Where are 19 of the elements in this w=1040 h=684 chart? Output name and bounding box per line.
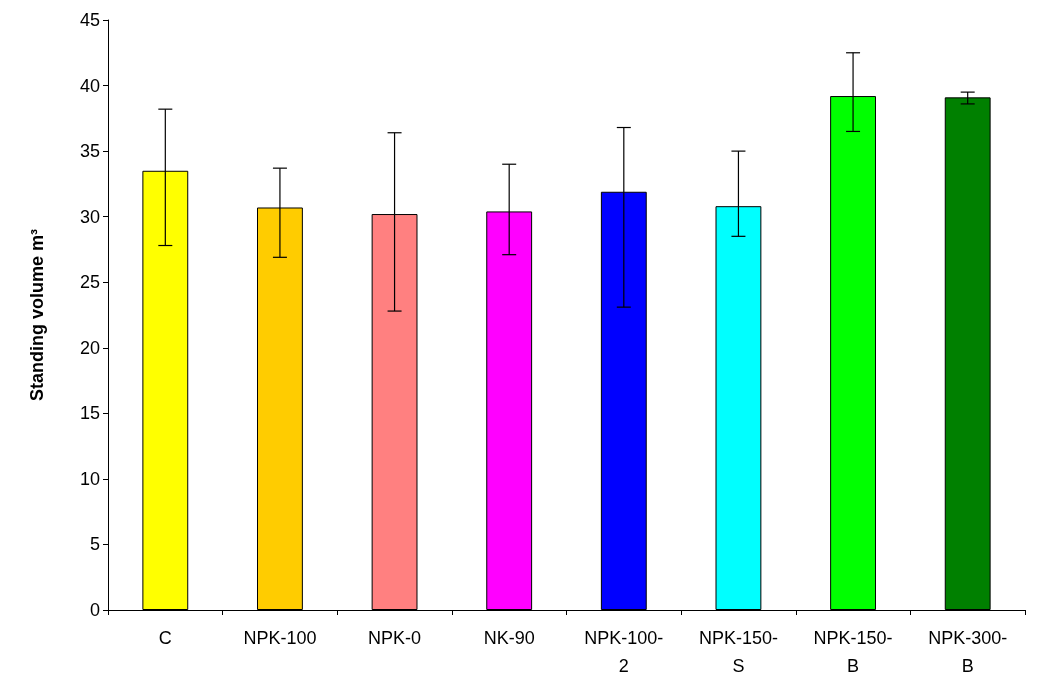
x-tick-label: C xyxy=(158,628,172,648)
y-tick-label: 0 xyxy=(89,600,100,620)
y-tick-label: 15 xyxy=(79,403,100,424)
x-tick-label: NPK-100-2 xyxy=(584,628,664,676)
x-tick-label: NPK-0 xyxy=(368,628,422,648)
y-axis-title: Standing volume m³ xyxy=(27,228,47,402)
x-tick-label: NPK-150-S xyxy=(698,628,778,676)
y-tick-label: 10 xyxy=(79,468,100,489)
x-tick-label: NPK-100 xyxy=(243,628,317,648)
y-tick-label: 20 xyxy=(79,337,100,358)
y-tick-label: 25 xyxy=(79,272,100,293)
y-tick-label: 30 xyxy=(79,206,100,227)
x-tick-label: NPK-150-B xyxy=(813,628,893,676)
x-tick-label: NK-90 xyxy=(483,628,535,648)
y-tick-label: 35 xyxy=(79,141,100,162)
y-tick-label: 45 xyxy=(79,10,100,30)
y-tick-label: 5 xyxy=(89,534,100,555)
x-tick-label: NPK-300-B xyxy=(928,628,1008,676)
y-tick-label: 40 xyxy=(79,75,100,96)
